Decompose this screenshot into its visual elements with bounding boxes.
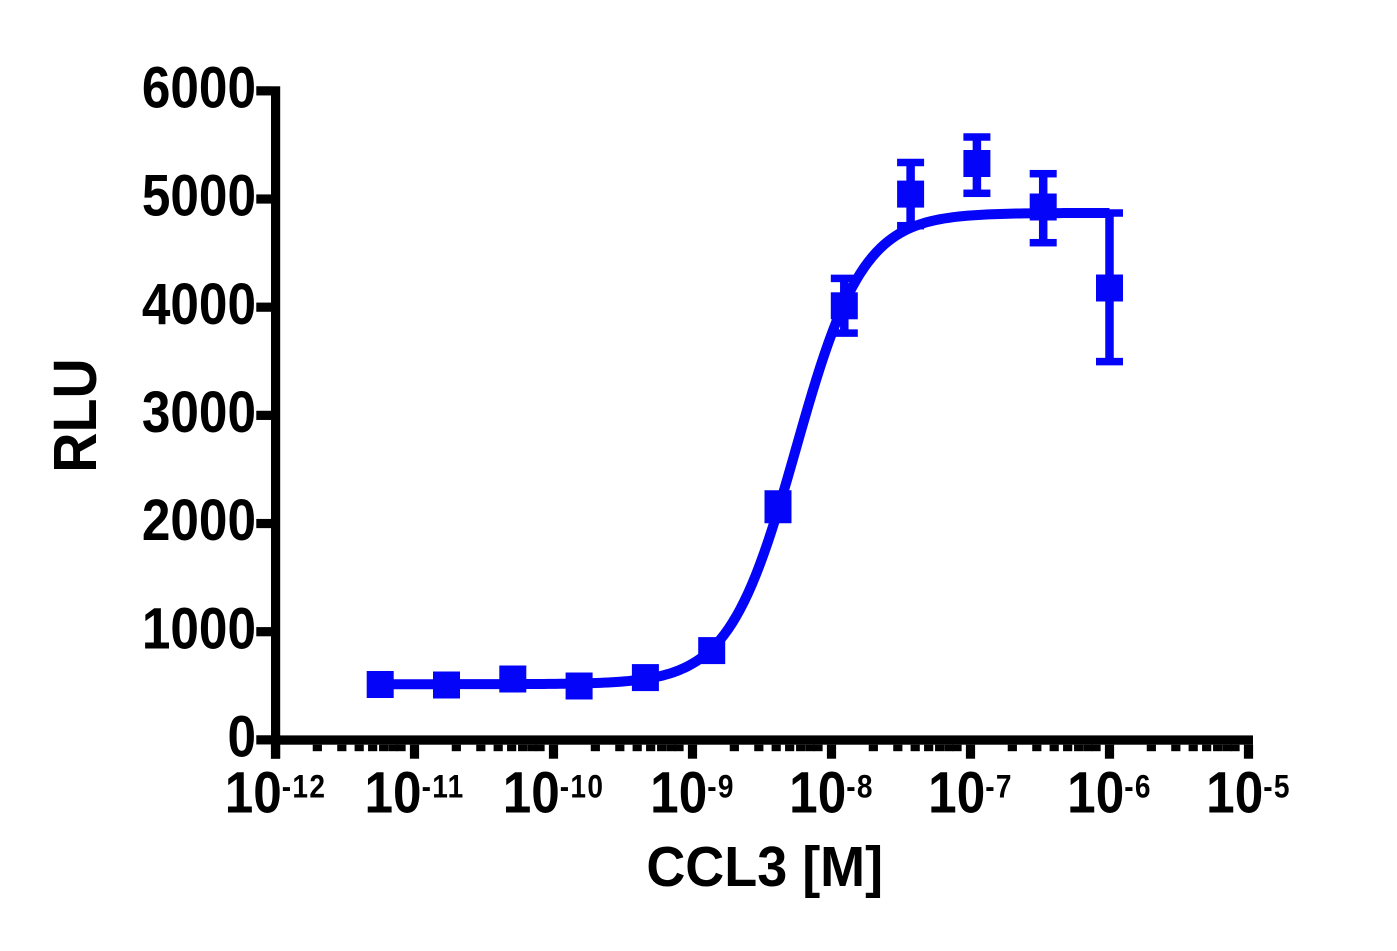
- svg-text:2000: 2000: [142, 487, 256, 553]
- svg-text:1000: 1000: [142, 595, 256, 661]
- svg-text:5000: 5000: [142, 163, 256, 229]
- svg-text:6000: 6000: [142, 54, 256, 120]
- svg-text:3000: 3000: [142, 379, 256, 445]
- svg-text:RLU: RLU: [41, 358, 109, 472]
- svg-text:10-7: 10-7: [928, 759, 1013, 825]
- svg-text:CCL3 [M]: CCL3 [M]: [646, 835, 883, 898]
- svg-text:0: 0: [227, 703, 256, 769]
- svg-text:4000: 4000: [142, 271, 256, 337]
